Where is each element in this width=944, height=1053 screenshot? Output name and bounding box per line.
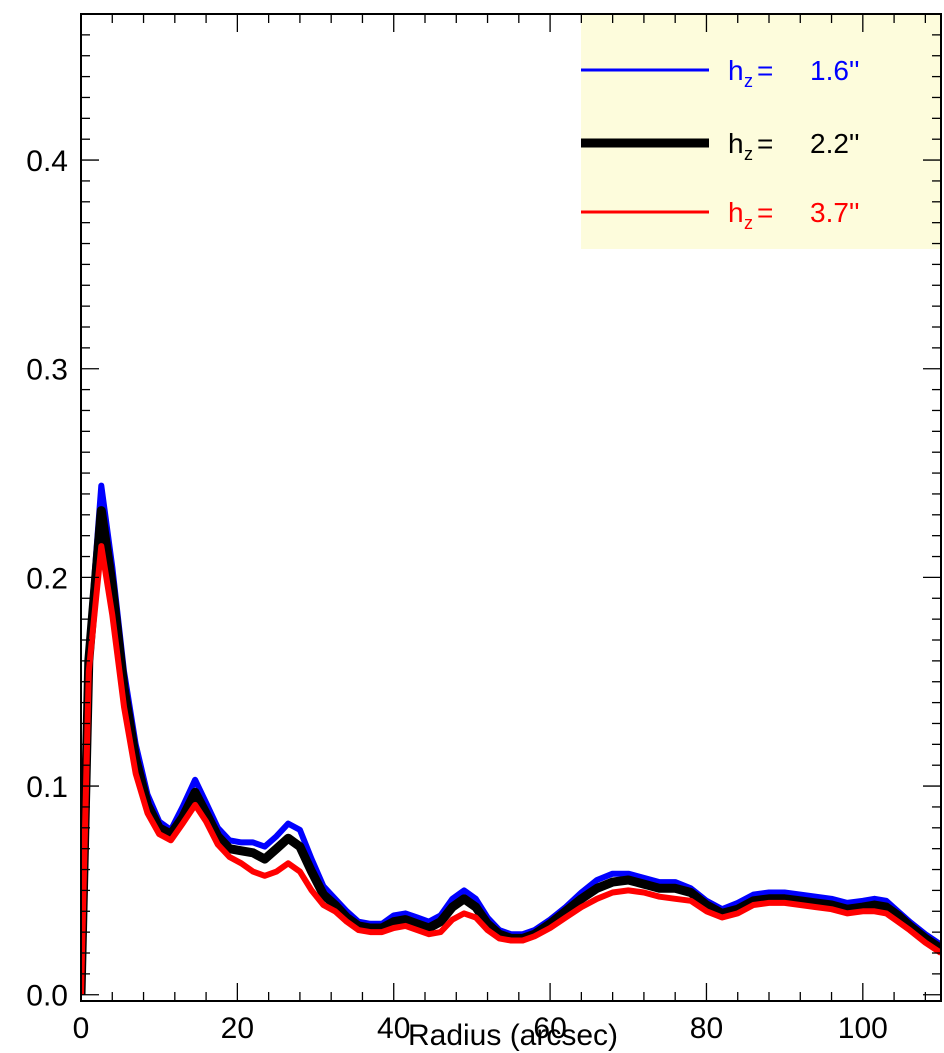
series-line-3 <box>81 543 941 995</box>
legend-subscript: z <box>744 213 753 233</box>
y-tick-label: 0.2 <box>26 562 68 595</box>
x-tick-label: 20 <box>221 1012 254 1045</box>
legend-value: 1.6'' <box>810 55 860 86</box>
legend-equals: = <box>757 197 773 228</box>
series-group <box>81 482 941 995</box>
axis-ticks <box>80 14 941 1001</box>
tick-labels: 0 20 40 60 80 100 0.0 0.1 0.2 0.3 0.4 <box>26 145 888 1045</box>
x-tick-label: 100 <box>838 1012 888 1045</box>
y-tick-label: 0.3 <box>26 354 68 387</box>
x-tick-label: 0 <box>73 1012 90 1045</box>
legend-value: 2.2'' <box>810 128 860 159</box>
legend-subscript: z <box>744 71 753 91</box>
x-tick-label: 40 <box>377 1012 410 1045</box>
legend-label: h <box>728 128 744 159</box>
legend-label: h <box>728 55 744 86</box>
legend-label: h <box>728 197 744 228</box>
x-tick-label: 80 <box>690 1012 723 1045</box>
legend-equals: = <box>757 55 773 86</box>
plot-frame <box>80 13 942 1002</box>
legend-value: 3.7'' <box>810 197 860 228</box>
x-axis-title: Radius (arcsec) <box>408 1019 618 1052</box>
legend: h z = 1.6''h z = 2.2''h z = 3.7'' <box>581 15 940 249</box>
legend-equals: = <box>757 128 773 159</box>
y-tick-label: 0.4 <box>26 145 68 178</box>
y-tick-label: 0.0 <box>26 980 68 1013</box>
series-line-2 <box>81 506 941 995</box>
legend-box <box>581 15 940 249</box>
legend-subscript: z <box>744 144 753 164</box>
series-line-1 <box>81 482 941 995</box>
x-tick-label: 60 <box>533 1012 566 1045</box>
y-tick-label: 0.1 <box>26 771 68 804</box>
